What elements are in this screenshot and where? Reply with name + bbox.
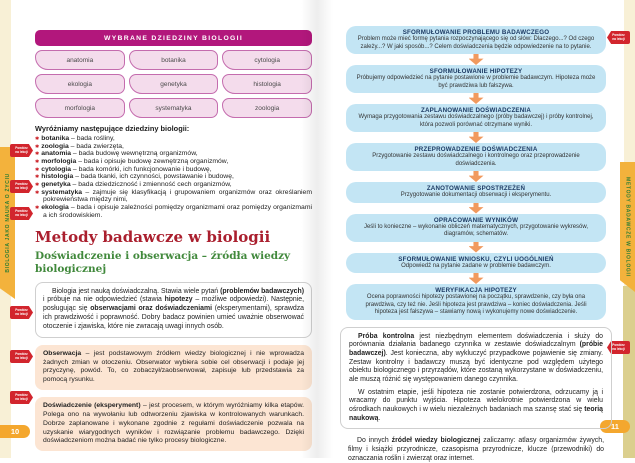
flow-step-body: Wymaga przygotowania zestawu doświadczal… — [358, 114, 594, 128]
bullet-icon: ✱ — [35, 182, 40, 189]
flow-step-body: Ocena poprawności hipotezy postawionej n… — [365, 294, 587, 315]
table-cell: histologia — [222, 74, 312, 94]
margin-badge-icon: Powtórz na lekcji — [10, 180, 33, 193]
table-cell: zoologia — [222, 98, 312, 118]
flow-step-body: Próbujemy odpowiedzieć na pytanie postaw… — [356, 75, 596, 89]
chapter-tab-right-label: METODY BADAWCZE W BIOLOGII — [624, 177, 631, 277]
margin-badge-icon: Powtórz na lekcji — [10, 350, 33, 363]
right-page-content: SFORMUŁOWANIE PROBLEMU BADAWCZEGO Proble… — [340, 26, 612, 463]
bullet-icon: ✱ — [35, 189, 40, 196]
flow-step: ZAPLANOWANIE DOŚWIADCZENIA Wymaga przygo… — [346, 104, 606, 132]
bullet-icon: ✱ — [35, 174, 40, 181]
list-item: ✱ ekologia – bada i opisuje zależności po… — [35, 204, 312, 219]
bullet-icon: ✱ — [35, 159, 40, 166]
list-item: ✱ botanika – bada rośliny, — [35, 135, 115, 142]
flow-step-title: ZANOTOWANIE SPOSTRZEŻEŃ — [426, 185, 526, 192]
flow-step-body: Przygotowanie dokumentacji obserwacji i … — [400, 192, 552, 198]
list-item: ✱ systematyka – zajmuje się klasyfikacją … — [35, 188, 312, 204]
table-cell: botanika — [128, 50, 219, 70]
arrow-down-icon — [468, 93, 484, 104]
margin-badge-icon: Powtórz na lekcji — [10, 207, 33, 220]
right-edge-strip-bottom — [623, 286, 635, 458]
flow-step-title: SFORMUŁOWANIE PROBLEMU BADAWCZEGO — [402, 29, 550, 36]
research-method-flowchart: SFORMUŁOWANIE PROBLEMU BADAWCZEGO Proble… — [346, 26, 606, 320]
flow-step-title: ZAPLANOWANIE DOŚWIADCZENIA — [420, 107, 532, 114]
definition-box-experiment: Doświadczenie (eksperyment) – jest proce… — [35, 397, 312, 452]
list-item: ✱ histologia – bada tkanki, ich czynności… — [35, 173, 234, 181]
bullet-icon: ✱ — [35, 143, 40, 150]
list-item: ✱ cytologia – bada komórki, ich funkcjono… — [35, 165, 212, 173]
arrow-down-icon — [468, 132, 484, 143]
definition-box-observation: Obserwacja – jest podstawowym źródłem wi… — [35, 344, 312, 391]
table-cell: cytologia — [222, 50, 312, 70]
arrow-down-icon — [468, 54, 484, 65]
margin-badge-icon: Powtórz na lekcji — [10, 391, 33, 404]
flow-step: SFORMUŁOWANIE PROBLEMU BADAWCZEGO Proble… — [346, 26, 606, 54]
flow-step-body: Jeśli to konieczne – wykonanie obliczeń … — [363, 223, 589, 238]
arrow-down-icon — [468, 273, 484, 284]
flow-step: SFORMUŁOWANIE WNIOSKU, CZYLI UOGÓLNIEŃ O… — [346, 252, 606, 273]
list-item: ✱ morfologia – bada i opisuje budowę zewn… — [35, 158, 229, 166]
margin-badge-icon: Powtórz na lekcji — [607, 341, 630, 354]
flow-step-title: PRZEPROWADZENIE DOŚWIADCZENIA — [414, 146, 538, 153]
flow-step: PRZEPROWADZENIE DOŚWIADCZENIA Przygotowa… — [346, 143, 606, 171]
intro-paragraph-box: Biologia jest nauką doświadczalną. Stawi… — [35, 281, 312, 338]
flow-step: ZANOTOWANIE SPOSTRZEŻEŃ Przygotowanie do… — [346, 182, 606, 203]
list-item: ✱ zoologia – bada zwierzęta, — [35, 142, 124, 150]
table-cell: morfologia — [35, 98, 125, 118]
margin-badge-icon: Powtórz na lekcji — [10, 306, 33, 319]
fields-table-grid: anatomia botanika cytologia ekologia gen… — [35, 50, 312, 118]
arrow-down-icon — [468, 171, 484, 182]
arrow-down-icon — [468, 202, 484, 214]
sources-paragraph: Do innych źródeł wiedzy biologicznej zal… — [348, 437, 604, 462]
bullet-icon: ✱ — [35, 151, 40, 158]
flow-step-body: Problem może mieć formę pytania rozpoczy… — [357, 36, 595, 50]
control-sample-box: Próba kontrolna jest niezbędnym elemente… — [340, 326, 612, 430]
list-item: ✱ genetyka – bada dziedziczność i zmienno… — [35, 181, 232, 189]
flow-step-body: Przygotowanie zestawu doświadczalnego i … — [372, 153, 580, 167]
flow-step-title: SFORMUŁOWANIE WNIOSKU, CZYLI UOGÓLNIEŃ — [398, 255, 554, 263]
control-paragraph: Próba kontrolna jest niezbędnym elemente… — [349, 332, 603, 383]
section-heading: Metody badawcze w biologii — [35, 228, 271, 247]
margin-badge-icon: Powtórz na lekcji — [10, 144, 33, 157]
flow-step: WERYFIKACJA HIPOTEZY Ocena poprawności h… — [346, 284, 606, 320]
chapter-tab-left-label: BIOLOGIA JAKO NAUKA O ŻYCIU — [4, 173, 11, 273]
flow-step-title: WERYFIKACJA HIPOTEZY — [435, 287, 517, 294]
table-cell: systematyka — [128, 98, 219, 118]
table-cell: genetyka — [128, 74, 219, 94]
arrow-down-icon — [468, 241, 484, 253]
list-item: ✱ anatomia – bada budowę wewnętrzną organ… — [35, 150, 198, 158]
bullet-icon: ✱ — [35, 205, 40, 212]
fields-table-title: WYBRANE DZIEDZINY BIOLOGII — [35, 30, 312, 46]
fields-table: WYBRANE DZIEDZINY BIOLOGII anatomia bota… — [35, 30, 312, 118]
table-cell: anatomia — [35, 50, 125, 70]
flow-step: SFORMUŁOWANIE HIPOTEZY Próbujemy odpowie… — [346, 65, 606, 93]
flow-step-title: OPRACOWANIE WYNIKÓW — [433, 216, 519, 224]
chapter-tab-right: METODY BADAWCZE W BIOLOGII — [620, 162, 635, 292]
bullet-icon: ✱ — [35, 166, 40, 173]
flow-step-body: Odpowiedź na pytanie zadane w problemie … — [401, 262, 551, 269]
page-number-left: 10 — [0, 425, 30, 438]
margin-badge-icon: Powtórz na lekcji — [607, 31, 630, 44]
flow-step: OPRACOWANIE WYNIKÓW Jeśli to konieczne –… — [346, 213, 606, 242]
fields-list: ✱ botanika – bada rośliny, ✱ zoologia – ba… — [35, 135, 312, 219]
fields-list-heading: Wyróżniamy następujące dziedziny biologi… — [35, 124, 190, 133]
bullet-icon: ✱ — [35, 136, 40, 142]
chapter-tab-left: BIOLOGIA JAKO NAUKA O ŻYCIU — [0, 147, 15, 299]
left-page-content: WYBRANE DZIEDZINY BIOLOGII anatomia bota… — [35, 30, 312, 452]
flow-step-title: SFORMUŁOWANIE HIPOTEZY — [429, 68, 523, 75]
table-cell: ekologia — [35, 74, 125, 94]
subsection-heading: Doświadczenie i obserwacja – źródła wied… — [35, 250, 291, 275]
control-paragraph: W ostatnim etapie, jeśli hipoteza nie zo… — [349, 388, 603, 422]
